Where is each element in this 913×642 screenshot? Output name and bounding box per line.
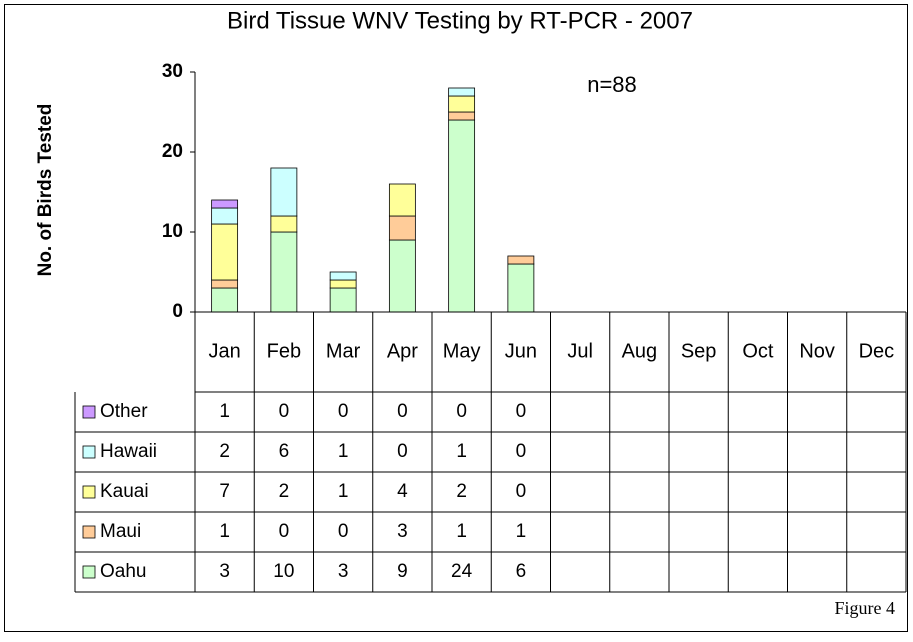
chart-title: Bird Tissue WNV Testing by RT-PCR - 2007 <box>227 7 693 34</box>
legend-swatch <box>82 405 96 419</box>
table-cell: 6 <box>516 561 527 582</box>
table-cell: 2 <box>456 481 467 502</box>
bar-segment <box>211 287 239 313</box>
x-tick-label: Feb <box>267 340 301 362</box>
table-cell: 2 <box>219 441 230 462</box>
x-tick-label: Oct <box>742 340 774 362</box>
legend-label: Kauai <box>100 481 149 502</box>
bar-segment <box>448 111 476 121</box>
table-cell: 0 <box>516 481 527 502</box>
table-cell: 3 <box>338 561 349 582</box>
annotation: n=88 <box>587 72 637 97</box>
legend-swatch <box>82 565 96 579</box>
bar-segment <box>211 279 239 289</box>
bar-segment <box>211 207 239 225</box>
y-tick-label: 30 <box>162 61 183 82</box>
bar-segment <box>388 239 416 313</box>
x-tick-label: Jul <box>567 340 593 362</box>
table-cell: 10 <box>273 561 294 582</box>
bar-segment <box>270 167 298 217</box>
bar-segment <box>448 119 476 313</box>
table-cell: 3 <box>219 561 230 582</box>
table-cell: 0 <box>279 401 290 422</box>
table-cell: 1 <box>516 521 527 542</box>
legend-swatch <box>82 445 96 459</box>
table-cell: 0 <box>516 441 527 462</box>
bar-segment <box>448 95 476 113</box>
table-cell: 1 <box>219 401 230 422</box>
table-cell: 0 <box>397 401 408 422</box>
table-cell: 2 <box>279 481 290 502</box>
x-tick-label: Jun <box>505 340 537 362</box>
legend-label: Other <box>100 401 148 422</box>
y-tick-label: 10 <box>162 221 183 242</box>
table-cell: 1 <box>338 481 349 502</box>
table-cell: 6 <box>279 441 290 462</box>
table-cell: 4 <box>397 481 408 502</box>
x-tick-label: Mar <box>326 340 361 362</box>
table-cell: 1 <box>338 441 349 462</box>
bar-segment <box>211 199 239 209</box>
caption: Figure 4 <box>835 598 896 618</box>
bar-segment <box>329 271 357 281</box>
table-cell: 1 <box>456 521 467 542</box>
table-cell: 0 <box>338 521 349 542</box>
bar-segment <box>329 287 357 313</box>
x-tick-label: Apr <box>387 340 418 362</box>
bar-segment <box>388 215 416 241</box>
bar-segment <box>507 255 535 265</box>
table-cell: 24 <box>451 561 473 582</box>
table-cell: 9 <box>397 561 408 582</box>
bar-segment <box>270 231 298 313</box>
x-tick-label: Sep <box>681 340 717 362</box>
table-cell: 0 <box>338 401 349 422</box>
y-axis-label: No. of Birds Tested <box>35 104 56 277</box>
table-cell: 0 <box>516 401 527 422</box>
table-cell: 0 <box>397 441 408 462</box>
legend-swatch <box>82 525 96 539</box>
x-tick-label: Aug <box>622 340 658 362</box>
table-cell: 0 <box>456 401 467 422</box>
bar-segment <box>388 183 416 217</box>
table-cell: 7 <box>219 481 230 502</box>
y-tick-label: 0 <box>172 301 183 322</box>
x-tick-label: Dec <box>859 340 895 362</box>
y-tick-label: 20 <box>162 141 183 162</box>
legend-label: Maui <box>100 521 141 542</box>
bar-segment <box>507 263 535 313</box>
bar-segment <box>329 279 357 289</box>
table-cell: 1 <box>456 441 467 462</box>
legend-label: Hawaii <box>100 441 157 462</box>
legend-label: Oahu <box>100 561 146 582</box>
table-cell: 3 <box>397 521 408 542</box>
x-tick-label: Jan <box>209 340 241 362</box>
bar-segment <box>211 223 239 281</box>
table-cell: 0 <box>279 521 290 542</box>
x-tick-label: Nov <box>799 340 835 362</box>
table-cell: 1 <box>219 521 230 542</box>
bar-segment <box>270 215 298 233</box>
bar-segment <box>448 87 476 97</box>
legend-swatch <box>82 485 96 499</box>
x-tick-label: May <box>443 340 481 362</box>
